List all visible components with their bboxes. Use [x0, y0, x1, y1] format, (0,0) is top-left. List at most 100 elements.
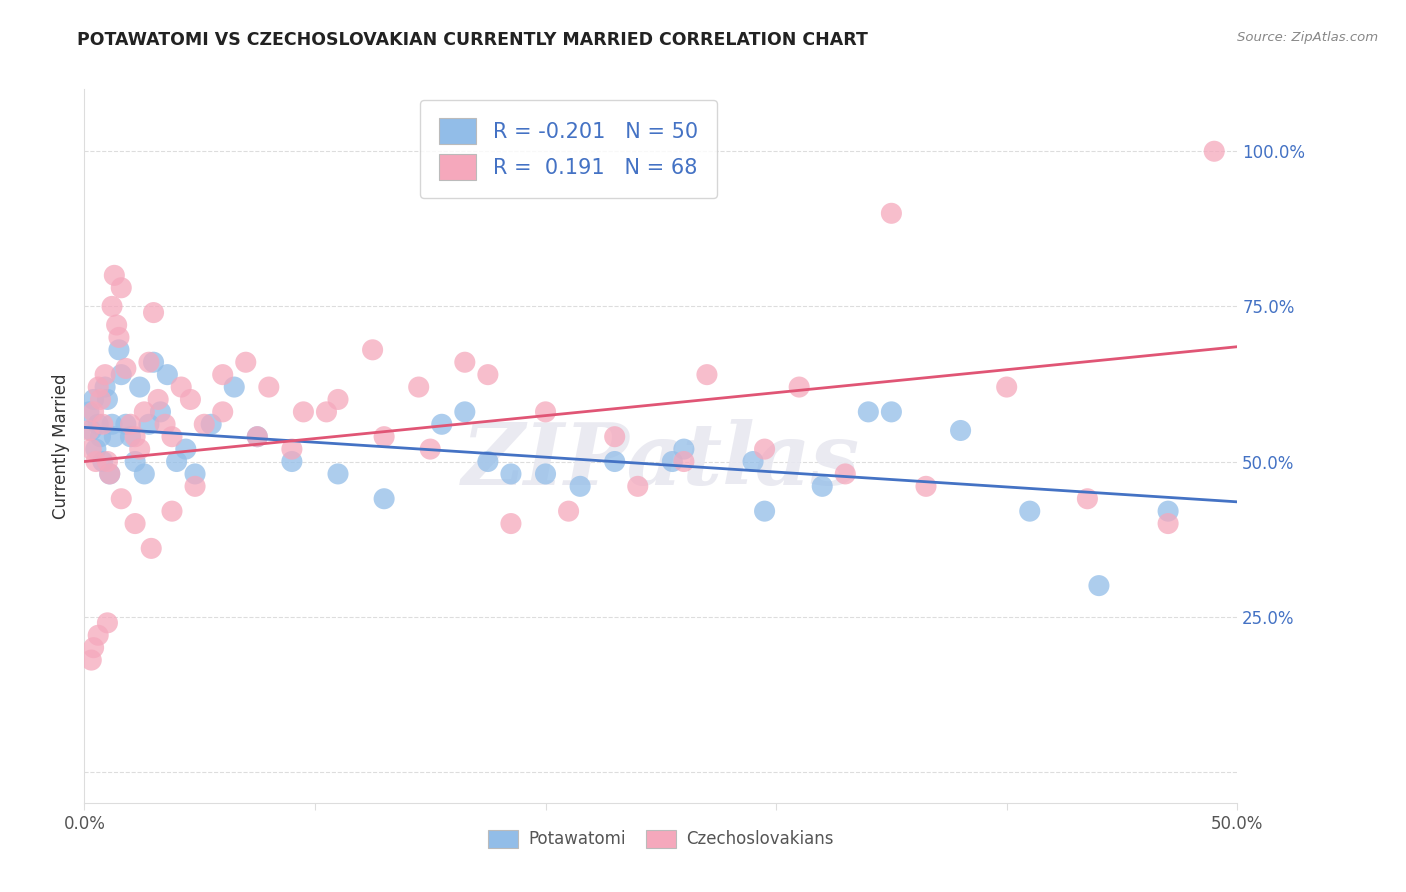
Point	[408, 380, 430, 394]
Point	[292, 405, 315, 419]
Point	[603, 454, 626, 468]
Point	[96, 392, 118, 407]
Point	[373, 430, 395, 444]
Point	[477, 368, 499, 382]
Point	[98, 467, 121, 481]
Point	[499, 516, 522, 531]
Text: Source: ZipAtlas.com: Source: ZipAtlas.com	[1237, 31, 1378, 45]
Point	[627, 479, 650, 493]
Point	[87, 380, 110, 394]
Point	[80, 653, 103, 667]
Point	[83, 392, 105, 407]
Point	[1076, 491, 1098, 506]
Point	[754, 442, 776, 456]
Point	[83, 640, 105, 655]
Point	[166, 454, 188, 468]
Point	[108, 330, 131, 344]
Point	[110, 491, 132, 506]
Point	[858, 405, 880, 419]
Point	[128, 380, 150, 394]
Point	[142, 355, 165, 369]
Point	[94, 368, 117, 382]
Point	[77, 405, 100, 419]
Point	[160, 430, 183, 444]
Point	[110, 368, 132, 382]
Point	[811, 479, 834, 493]
Point	[84, 442, 107, 456]
Point	[281, 454, 304, 468]
Legend: Potawatomi, Czechoslovakians: Potawatomi, Czechoslovakians	[482, 823, 839, 855]
Point	[454, 405, 477, 419]
Point	[134, 405, 156, 419]
Point	[120, 430, 142, 444]
Point	[146, 392, 169, 407]
Point	[949, 424, 972, 438]
Point	[661, 454, 683, 468]
Point	[1157, 516, 1180, 531]
Point	[419, 442, 441, 456]
Point	[754, 504, 776, 518]
Point	[880, 206, 903, 220]
Point	[87, 417, 110, 432]
Point	[83, 405, 105, 419]
Y-axis label: Currently Married: Currently Married	[52, 373, 70, 519]
Point	[326, 467, 349, 481]
Point	[603, 430, 626, 444]
Point	[124, 516, 146, 531]
Point	[160, 504, 183, 518]
Point	[153, 417, 176, 432]
Point	[834, 467, 856, 481]
Point	[80, 424, 103, 438]
Point	[124, 454, 146, 468]
Point	[880, 405, 903, 419]
Point	[103, 268, 125, 283]
Point	[246, 430, 269, 444]
Point	[1204, 145, 1226, 159]
Point	[96, 615, 118, 630]
Point	[499, 467, 522, 481]
Point	[170, 380, 193, 394]
Point	[211, 368, 233, 382]
Point	[193, 417, 215, 432]
Text: ZIPatlas: ZIPatlas	[461, 418, 860, 502]
Point	[995, 380, 1018, 394]
Point	[1157, 504, 1180, 518]
Point	[138, 417, 160, 432]
Point	[89, 430, 111, 444]
Point	[477, 454, 499, 468]
Point	[742, 454, 765, 468]
Point	[105, 318, 128, 332]
Point	[534, 467, 557, 481]
Point	[1018, 504, 1040, 518]
Point	[124, 430, 146, 444]
Point	[108, 343, 131, 357]
Point	[98, 467, 121, 481]
Point	[326, 392, 349, 407]
Point	[246, 430, 269, 444]
Point	[569, 479, 592, 493]
Point	[1088, 579, 1111, 593]
Point	[672, 442, 695, 456]
Point	[224, 380, 246, 394]
Point	[361, 343, 384, 357]
Point	[134, 467, 156, 481]
Point	[101, 417, 124, 432]
Point	[696, 368, 718, 382]
Point	[430, 417, 453, 432]
Point	[128, 442, 150, 456]
Point	[315, 405, 337, 419]
Point	[141, 541, 163, 556]
Point	[101, 299, 124, 313]
Point	[184, 479, 207, 493]
Point	[156, 368, 179, 382]
Point	[115, 361, 138, 376]
Point	[120, 417, 142, 432]
Point	[103, 430, 125, 444]
Text: POTAWATOMI VS CZECHOSLOVAKIAN CURRENTLY MARRIED CORRELATION CHART: POTAWATOMI VS CZECHOSLOVAKIAN CURRENTLY …	[77, 31, 869, 49]
Point	[138, 355, 160, 369]
Point	[96, 454, 118, 468]
Point	[110, 281, 132, 295]
Point	[787, 380, 810, 394]
Point	[149, 405, 172, 419]
Point	[672, 454, 695, 468]
